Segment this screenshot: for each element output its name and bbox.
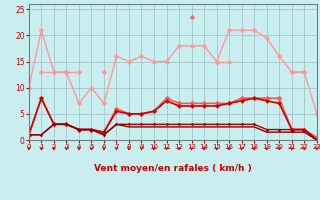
X-axis label: Vent moyen/en rafales ( km/h ): Vent moyen/en rafales ( km/h ) [94, 164, 252, 173]
